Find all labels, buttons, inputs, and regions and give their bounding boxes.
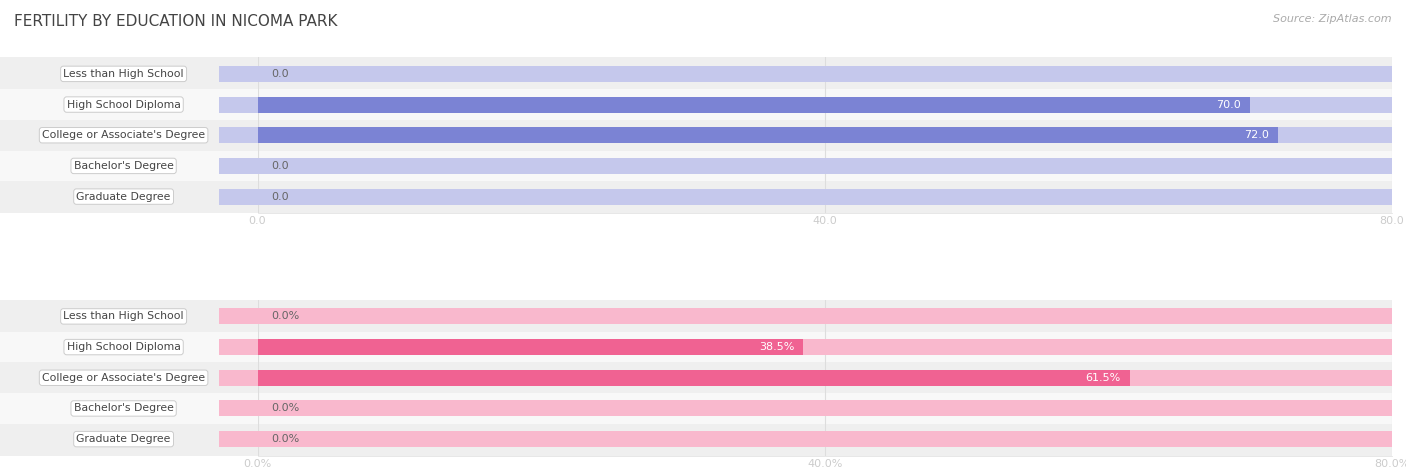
Bar — [257, 181, 1392, 212]
Text: 0.0%: 0.0% — [271, 312, 299, 322]
Bar — [257, 339, 803, 355]
Bar — [257, 308, 1392, 324]
Bar — [257, 339, 1392, 355]
Text: Bachelor's Degree: Bachelor's Degree — [73, 403, 173, 413]
Bar — [257, 370, 1129, 386]
Bar — [257, 301, 1392, 332]
Bar — [0, 393, 257, 424]
Bar — [257, 89, 1392, 120]
Text: 61.5%: 61.5% — [1085, 373, 1121, 383]
Bar — [257, 158, 1392, 174]
Text: 0.0%: 0.0% — [271, 434, 299, 444]
Bar — [257, 96, 1250, 113]
Bar — [0, 120, 257, 151]
Bar — [257, 120, 1392, 151]
Bar — [219, 370, 257, 386]
Bar — [257, 431, 1392, 447]
Text: 72.0: 72.0 — [1244, 130, 1270, 140]
Text: Graduate Degree: Graduate Degree — [76, 434, 170, 444]
Bar — [257, 58, 1392, 89]
Text: High School Diploma: High School Diploma — [66, 342, 180, 352]
Bar — [0, 151, 257, 181]
Bar — [219, 400, 257, 417]
Bar — [0, 301, 257, 332]
Bar — [257, 151, 1392, 181]
Bar — [257, 370, 1392, 386]
Bar — [257, 362, 1392, 393]
Bar — [0, 181, 257, 212]
Text: Graduate Degree: Graduate Degree — [76, 191, 170, 201]
Bar — [219, 431, 257, 447]
Bar — [0, 362, 257, 393]
Bar — [257, 393, 1392, 424]
Text: College or Associate's Degree: College or Associate's Degree — [42, 373, 205, 383]
Bar — [0, 89, 257, 120]
Text: FERTILITY BY EDUCATION IN NICOMA PARK: FERTILITY BY EDUCATION IN NICOMA PARK — [14, 14, 337, 29]
Bar — [0, 332, 257, 362]
Bar — [257, 127, 1392, 143]
Bar — [257, 66, 1392, 82]
Bar — [219, 66, 257, 82]
Bar — [219, 189, 257, 205]
Text: Bachelor's Degree: Bachelor's Degree — [73, 161, 173, 171]
Bar — [257, 189, 1392, 205]
Bar — [219, 339, 257, 355]
Bar — [219, 158, 257, 174]
Text: 70.0: 70.0 — [1216, 100, 1241, 110]
Text: 0.0: 0.0 — [271, 69, 288, 79]
Text: College or Associate's Degree: College or Associate's Degree — [42, 130, 205, 140]
Bar — [0, 424, 257, 455]
Bar — [0, 58, 257, 89]
Bar — [257, 127, 1278, 143]
Bar — [257, 400, 1392, 417]
Bar — [257, 332, 1392, 362]
Text: Less than High School: Less than High School — [63, 69, 184, 79]
Text: 0.0: 0.0 — [271, 191, 288, 201]
Bar — [257, 424, 1392, 455]
Bar — [219, 96, 257, 113]
Bar — [257, 96, 1392, 113]
Text: 38.5%: 38.5% — [759, 342, 794, 352]
Bar — [219, 127, 257, 143]
Text: High School Diploma: High School Diploma — [66, 100, 180, 110]
Text: 0.0%: 0.0% — [271, 403, 299, 413]
Text: Source: ZipAtlas.com: Source: ZipAtlas.com — [1274, 14, 1392, 24]
Bar — [219, 308, 257, 324]
Text: Less than High School: Less than High School — [63, 312, 184, 322]
Text: 0.0: 0.0 — [271, 161, 288, 171]
